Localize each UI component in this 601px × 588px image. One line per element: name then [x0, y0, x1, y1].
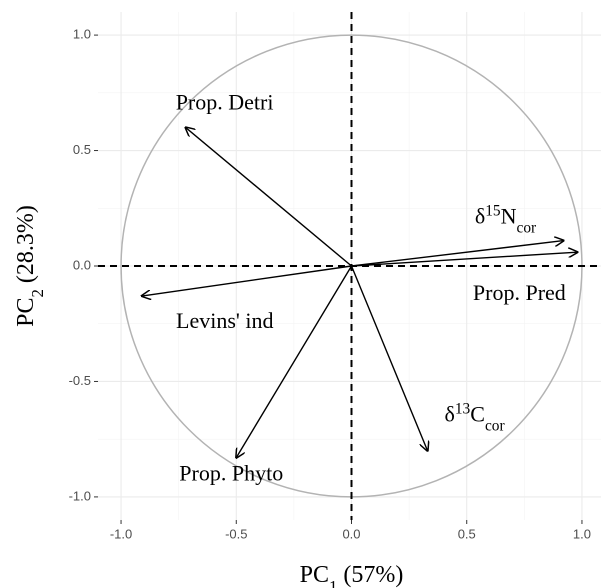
label-part: 15 [485, 202, 501, 219]
label-part: 2 [28, 289, 47, 297]
label-part: (57%) [337, 562, 403, 588]
loading-arrow [142, 265, 352, 296]
label-part: Levins' ind [176, 308, 273, 333]
x-tick-label: -0.5 [225, 526, 247, 541]
loading-arrow [351, 252, 578, 267]
label-part: Prop. Detri [176, 89, 274, 114]
y-tick-label: 1.0 [73, 27, 91, 42]
loading-arrow [186, 127, 352, 267]
x-axis-title: PC1 (57%) [300, 562, 404, 588]
arrow-label: δ13Ccor [444, 400, 504, 434]
label-part: PC [300, 562, 329, 588]
label-part: N [501, 204, 517, 229]
label-part: (28.3%) [13, 205, 39, 289]
loading-arrow [351, 241, 564, 267]
arrow-label: δ15Ncor [475, 202, 536, 236]
arrow-label: Prop. Detri [176, 89, 274, 114]
label-part: cor [485, 417, 505, 434]
y-tick-label: -0.5 [69, 373, 91, 388]
arrow-label: Prop. Pred [473, 280, 566, 305]
label-part: 1 [329, 577, 337, 588]
label-part: cor [517, 219, 537, 236]
label-part: δ [444, 402, 454, 427]
label-part: 13 [455, 400, 471, 417]
label-part: Prop. Phyto [179, 461, 283, 486]
loading-arrow [350, 265, 428, 451]
label-part: δ [475, 204, 485, 229]
x-tick-label: 1.0 [573, 526, 591, 541]
label-part: PC [13, 298, 39, 327]
arrow-label: Prop. Phyto [179, 461, 283, 486]
x-tick-label: -1.0 [110, 526, 132, 541]
x-tick-label: 0.5 [458, 526, 476, 541]
label-part: C [470, 402, 485, 427]
label-part: Prop. Pred [473, 280, 566, 305]
y-tick-label: 0.0 [73, 257, 91, 272]
y-tick-label: -1.0 [69, 488, 91, 503]
arrow-label: Levins' ind [176, 308, 273, 333]
y-tick-label: 0.5 [73, 142, 91, 157]
loading-arrow [236, 265, 353, 458]
x-tick-label: 0.0 [342, 526, 360, 541]
y-axis-title: PC2 (28.3%) [13, 205, 47, 327]
